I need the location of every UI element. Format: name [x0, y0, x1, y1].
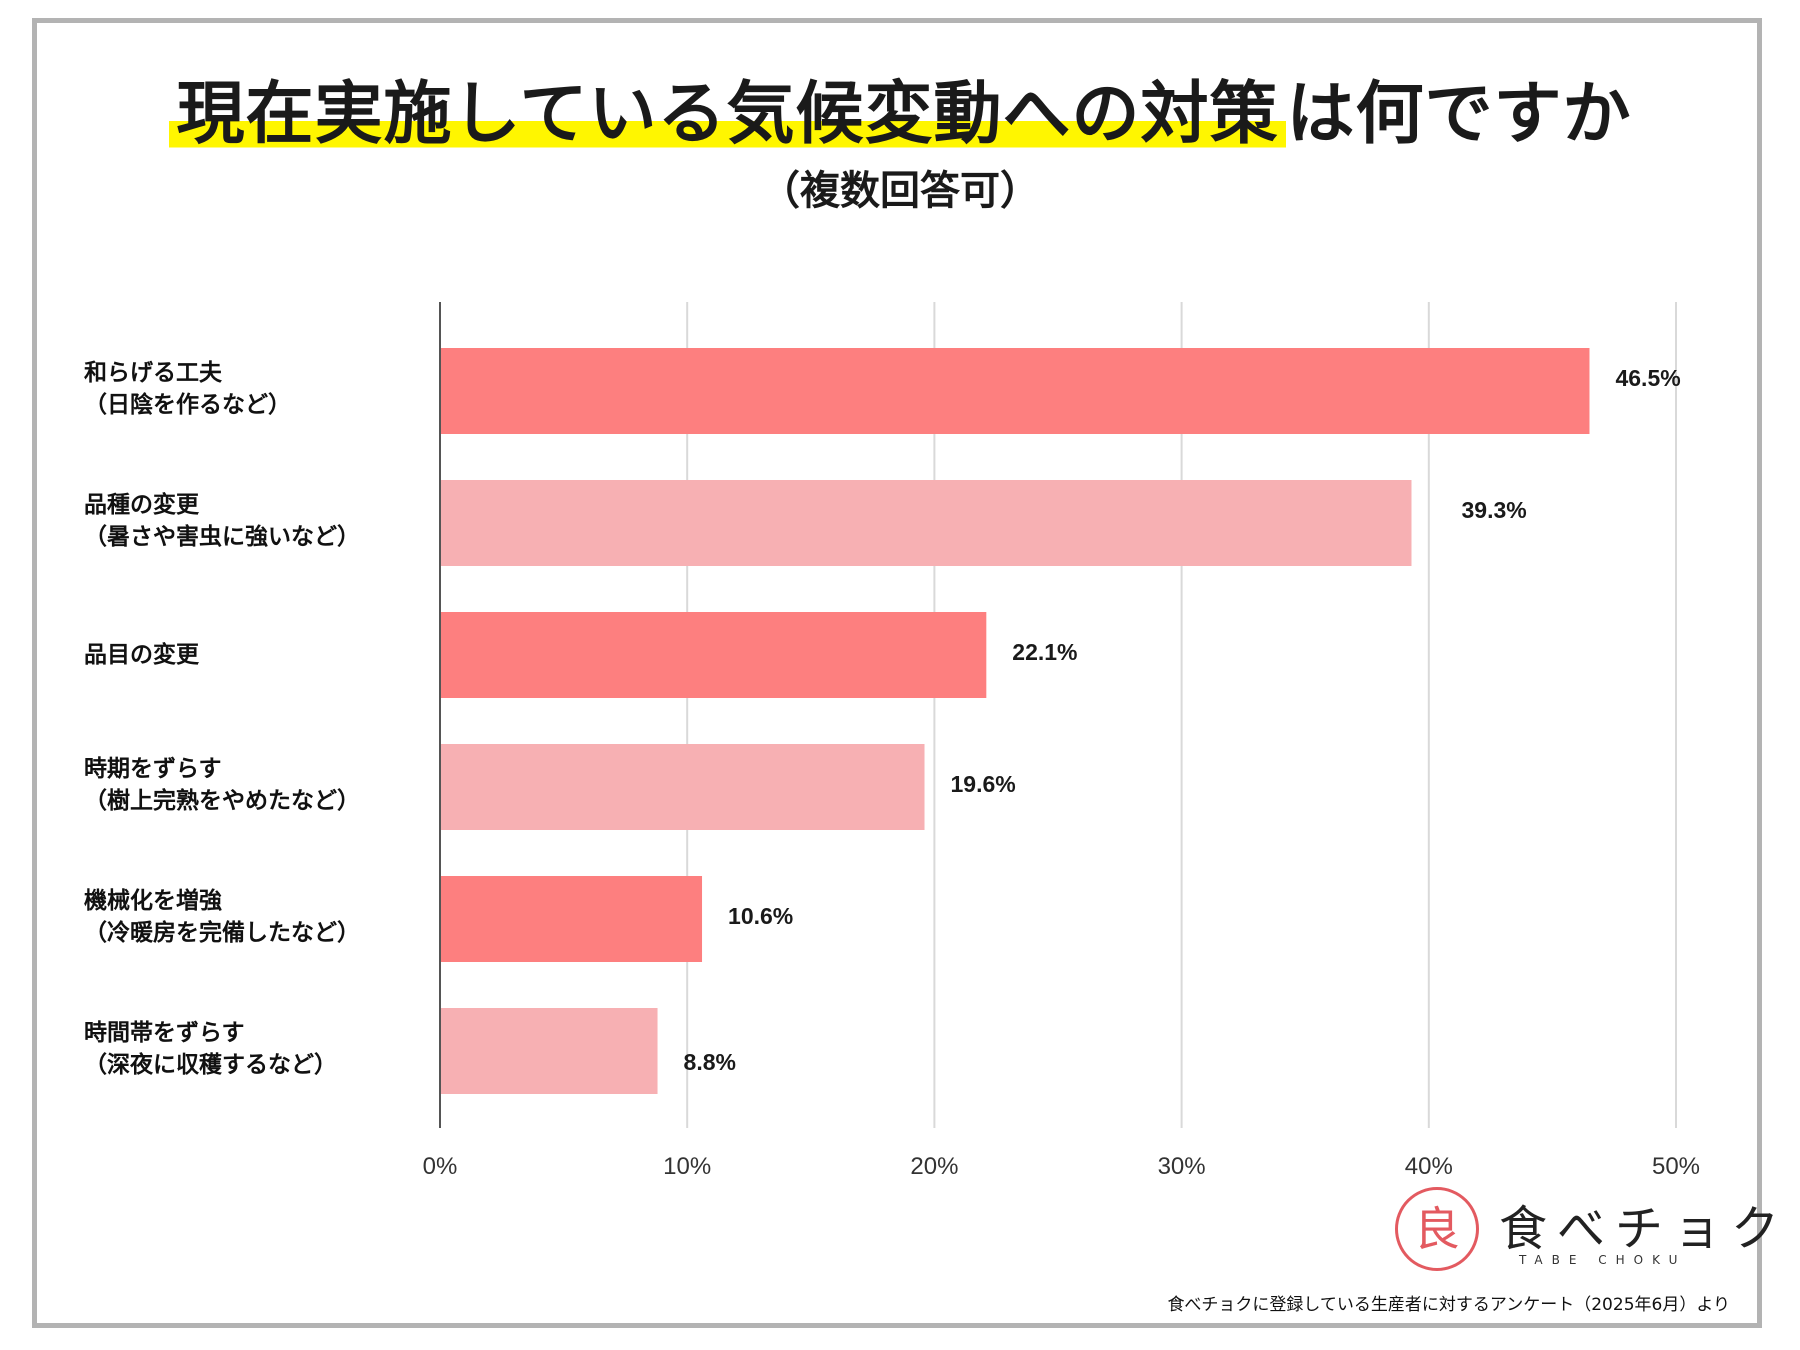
category-label: 時間帯をずらす （深夜に収穫するなど）	[84, 1017, 424, 1081]
chart-title: 現在実施している気候変動への対策 は何ですか	[168, 58, 1632, 157]
category-label: 時期をずらす （樹上完熟をやめたなど）	[84, 753, 424, 817]
bar-value-label: 19.6%	[951, 771, 1016, 797]
category-label-line: 時期をずらす	[84, 756, 222, 782]
category-label-line: 和らげる工夫	[84, 360, 222, 386]
bar-value-label: 39.3%	[1461, 497, 1526, 523]
logo-subtext: TABE CHOKU	[1519, 1253, 1687, 1267]
bar	[440, 1008, 658, 1094]
category-label-line: （樹上完熟をやめたなど）	[84, 788, 360, 814]
category-label: 和らげる工夫 （日陰を作るなど）	[84, 357, 424, 421]
category-label-line: （暑さや害虫に強いなど）	[84, 524, 360, 550]
chart-subtitle: （複数回答可）	[760, 168, 1040, 214]
x-tick-label: 10%	[663, 1153, 711, 1180]
bar	[440, 348, 1590, 434]
logo-name: 食べチョク	[1499, 1201, 1790, 1257]
category-label: 機械化を増強 （冷暖房を完備したなど）	[84, 885, 424, 949]
bar	[440, 612, 987, 698]
bar	[440, 480, 1412, 566]
category-label-line: （深夜に収穫するなど）	[84, 1052, 337, 1078]
title-rest: は何ですか	[1286, 75, 1632, 154]
x-tick-label: 20%	[910, 1153, 958, 1180]
bar	[440, 876, 703, 962]
bar-value-label: 10.6%	[728, 903, 793, 929]
logo-mark-icon: 良	[1395, 1187, 1479, 1271]
x-tick-label: 40%	[1405, 1153, 1453, 1180]
tabechoku-logo: 良 食べチョク TABE CHOKU	[1395, 1185, 1779, 1271]
source-note: 食べチョクに登録している生産者に対するアンケート（2025年6月）より	[1167, 1295, 1730, 1315]
bar-value-label: 22.1%	[1012, 639, 1077, 665]
bar-value-label: 8.8%	[684, 1049, 736, 1075]
category-label-line: 品目の変更	[84, 642, 199, 668]
title-highlight: 現在実施している気候変動への対策	[168, 75, 1287, 154]
category-label-line: 機械化を増強	[84, 888, 222, 914]
x-tick-label: 0%	[423, 1153, 458, 1180]
category-label-line: （冷暖房を完備したなど）	[84, 920, 360, 946]
x-tick-label: 50%	[1652, 1153, 1700, 1180]
bar	[440, 744, 925, 830]
x-tick-label: 30%	[1158, 1153, 1206, 1180]
title-container: 現在実施している気候変動への対策 は何ですか	[0, 58, 1800, 157]
category-label: 品種の変更 （暑さや害虫に強いなど）	[84, 489, 424, 553]
bar-value-label: 46.5%	[1615, 365, 1680, 391]
category-label: 品目の変更	[84, 639, 424, 671]
category-label-line: （日陰を作るなど）	[84, 392, 291, 418]
category-label-line: 時間帯をずらす	[84, 1020, 245, 1046]
category-label-line: 品種の変更	[84, 492, 199, 518]
